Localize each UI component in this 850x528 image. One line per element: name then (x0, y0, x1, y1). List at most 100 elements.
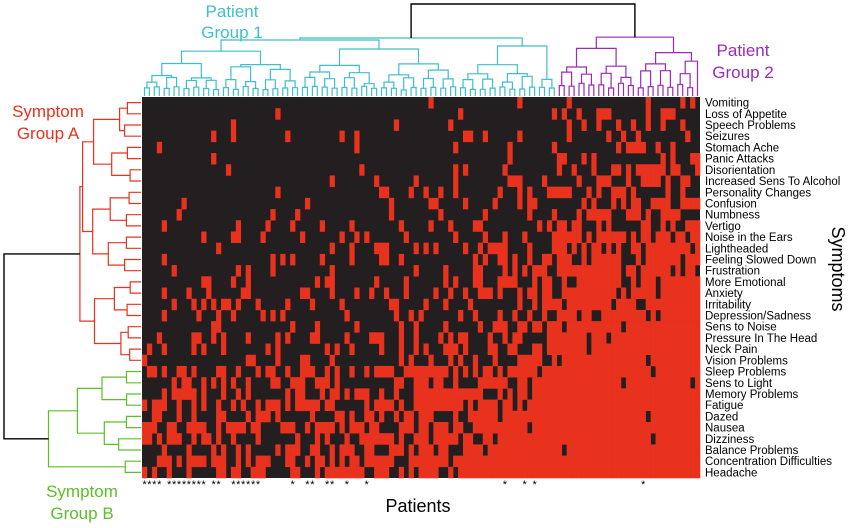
heatmap-cell (630, 309, 637, 322)
heatmap-cell (606, 298, 612, 311)
heatmap-cell (695, 164, 701, 176)
heatmap-cell (507, 388, 513, 400)
heatmap-cell (665, 231, 671, 243)
heatmap-cell (660, 455, 666, 468)
heatmap-cell (650, 197, 656, 210)
heatmap-cell (695, 388, 701, 400)
heatmap-cell (448, 388, 454, 400)
heatmap-cell (522, 365, 528, 378)
heatmap-cell (423, 399, 429, 412)
patient-asterisk: * (365, 479, 370, 491)
heatmap-cell (280, 253, 286, 266)
heatmap-cell (576, 466, 582, 479)
dendrogram-branch (269, 68, 291, 81)
heatmap-cell (606, 309, 612, 322)
heatmap-cell (556, 421, 563, 434)
patient-asterisk: * (202, 479, 207, 491)
heatmap-cell (181, 377, 187, 389)
heatmap-cell (497, 444, 503, 456)
heatmap-cell (235, 444, 242, 456)
heatmap-cell (675, 253, 681, 266)
heatmap-cell (191, 399, 197, 412)
heatmap-cell (369, 421, 375, 434)
heatmap-cell (581, 421, 587, 434)
heatmap-cell (546, 421, 553, 434)
symptom-group-b-label-line1: Symptom (46, 482, 118, 501)
heatmap-cell (359, 466, 365, 479)
heatmap-cell (186, 466, 192, 479)
heatmap-cell (216, 410, 222, 423)
heatmap-cell (640, 354, 646, 367)
heatmap-cell (611, 164, 617, 176)
heatmap-cell (625, 141, 632, 154)
heatmap-cell (690, 265, 696, 277)
heatmap-cell (606, 209, 612, 221)
heatmap-cell (571, 321, 577, 333)
heatmap-cell (645, 253, 651, 266)
heatmap-cell (369, 433, 375, 445)
heatmap-cell (650, 321, 656, 333)
heatmap-cell (670, 399, 676, 412)
heatmap-cell (616, 377, 622, 389)
heatmap-cell (151, 410, 158, 423)
heatmap-cell (398, 253, 405, 266)
heatmap-cell (541, 410, 548, 423)
heatmap-cell (403, 410, 409, 423)
heatmap-cell (640, 421, 646, 434)
heatmap-cell (374, 365, 380, 378)
heatmap-cell (472, 388, 479, 400)
heatmap-cell (300, 231, 306, 243)
heatmap-cell (364, 455, 370, 468)
heatmap-cell (374, 421, 380, 434)
heatmap-cell (462, 365, 469, 378)
heatmap-cell (685, 242, 691, 255)
heatmap-cell (566, 365, 572, 378)
heatmap-cell (581, 399, 587, 412)
heatmap-cell (413, 321, 419, 333)
heatmap-cell (675, 164, 681, 176)
heatmap-cell (502, 399, 508, 412)
heatmap-cell (225, 298, 232, 311)
heatmap-cell (201, 377, 207, 389)
heatmap-cell (625, 332, 632, 344)
heatmap-cell (645, 399, 651, 412)
heatmap-cell (601, 321, 607, 333)
heatmap-cell (675, 209, 681, 221)
heatmap-cell (285, 365, 291, 378)
heatmap-cell (625, 444, 632, 456)
heatmap-cell (665, 253, 671, 266)
heatmap-cell (225, 164, 232, 176)
heatmap-cell (551, 455, 558, 468)
heatmap-cell (290, 253, 296, 266)
heatmap-cell (379, 466, 385, 479)
dendrogram-branch (242, 85, 249, 96)
heatmap-cell (462, 388, 469, 400)
heatmap-cell (477, 220, 484, 232)
symptom-label: Balance Problems (705, 445, 799, 457)
heatmap-cell (329, 276, 335, 288)
heatmap-cell (418, 466, 424, 479)
heatmap-cell (640, 444, 646, 456)
heatmap-cell (171, 388, 177, 400)
heatmap-cell (398, 332, 405, 344)
heatmap-cell (532, 276, 538, 288)
heatmap-cell (620, 433, 627, 445)
heatmap-cell (507, 175, 513, 187)
heatmap-cell (596, 321, 602, 333)
heatmap-cell (492, 197, 498, 210)
patient-asterisk: * (197, 479, 202, 491)
heatmap-cell (275, 343, 281, 356)
heatmap-cell (522, 421, 528, 434)
heatmap-cell (393, 309, 400, 322)
heatmap-cell (586, 231, 592, 243)
heatmap-cell (660, 231, 666, 243)
dendrogram-branch (292, 87, 299, 96)
heatmap-cell (235, 466, 242, 479)
heatmap-cell (591, 332, 597, 344)
heatmap-cell (230, 231, 237, 243)
heatmap-cell (221, 444, 227, 456)
heatmap-cell (255, 298, 261, 311)
heatmap-cell (650, 455, 656, 468)
heatmap-cell (635, 388, 642, 400)
heatmap-cell (561, 309, 567, 322)
